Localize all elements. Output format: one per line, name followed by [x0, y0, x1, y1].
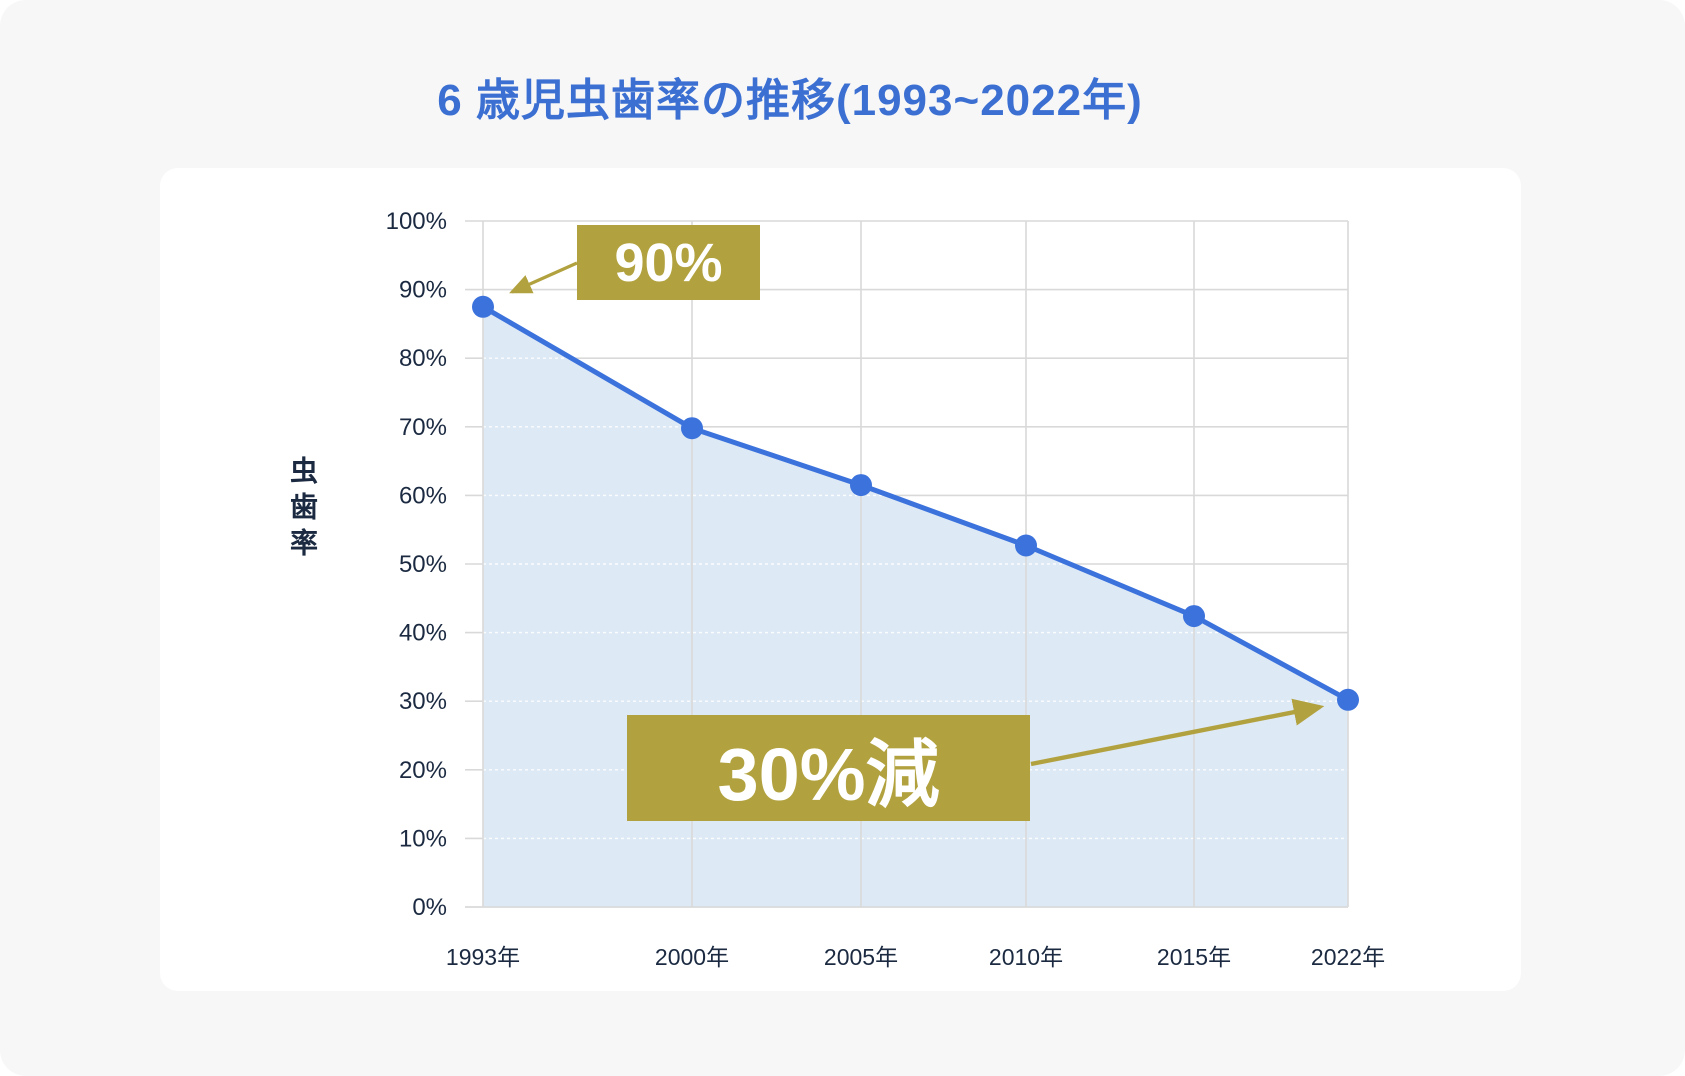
line-chart: 0% 10% 20% 30% 40% 50% 60% 70% 80% 90% 100% 1993年 20…	[386, 208, 1385, 970]
x-tick-label: 2022年	[1311, 944, 1385, 970]
data-point	[472, 295, 494, 318]
x-tick-label: 1993年	[446, 944, 520, 970]
y-tick-label: 90%	[399, 277, 447, 304]
y-tick-label: 50%	[399, 551, 447, 578]
annotation-30-label: 30%減	[717, 732, 940, 816]
data-point	[1183, 605, 1205, 628]
x-tick-label: 2010年	[989, 944, 1063, 970]
y-tick-label: 60%	[399, 482, 447, 509]
data-point	[850, 474, 872, 497]
chart-title: 6 歳児虫歯率の推移(1993~2022年)	[437, 76, 1143, 125]
y-tick-label: 100%	[386, 208, 447, 235]
y-tick-label: 10%	[399, 825, 447, 852]
annotation-30-box: 30%減	[627, 715, 1030, 821]
y-tick-label: 70%	[399, 414, 447, 441]
y-tick-label: 30%	[399, 688, 447, 715]
y-tick-label: 80%	[399, 345, 447, 372]
y-tick-label: 20%	[399, 757, 447, 784]
data-point	[1337, 688, 1359, 711]
x-tick-label: 2005年	[824, 944, 898, 970]
annotation-90-box: 90%	[577, 225, 760, 300]
y-tick-label: 40%	[399, 620, 447, 647]
trend-line	[480, 304, 1351, 703]
x-tick-label: 2015年	[1157, 944, 1231, 970]
y-axis-title: 虫歯率	[287, 456, 318, 564]
annotation-90-arrow	[509, 261, 578, 294]
data-point	[1015, 534, 1037, 557]
annotation-90-label: 90%	[614, 232, 723, 293]
y-tick-label: 0%	[412, 894, 447, 921]
annotation-30-arrow	[1030, 698, 1325, 767]
x-tick-label: 2000年	[655, 944, 729, 970]
data-point	[681, 417, 703, 440]
